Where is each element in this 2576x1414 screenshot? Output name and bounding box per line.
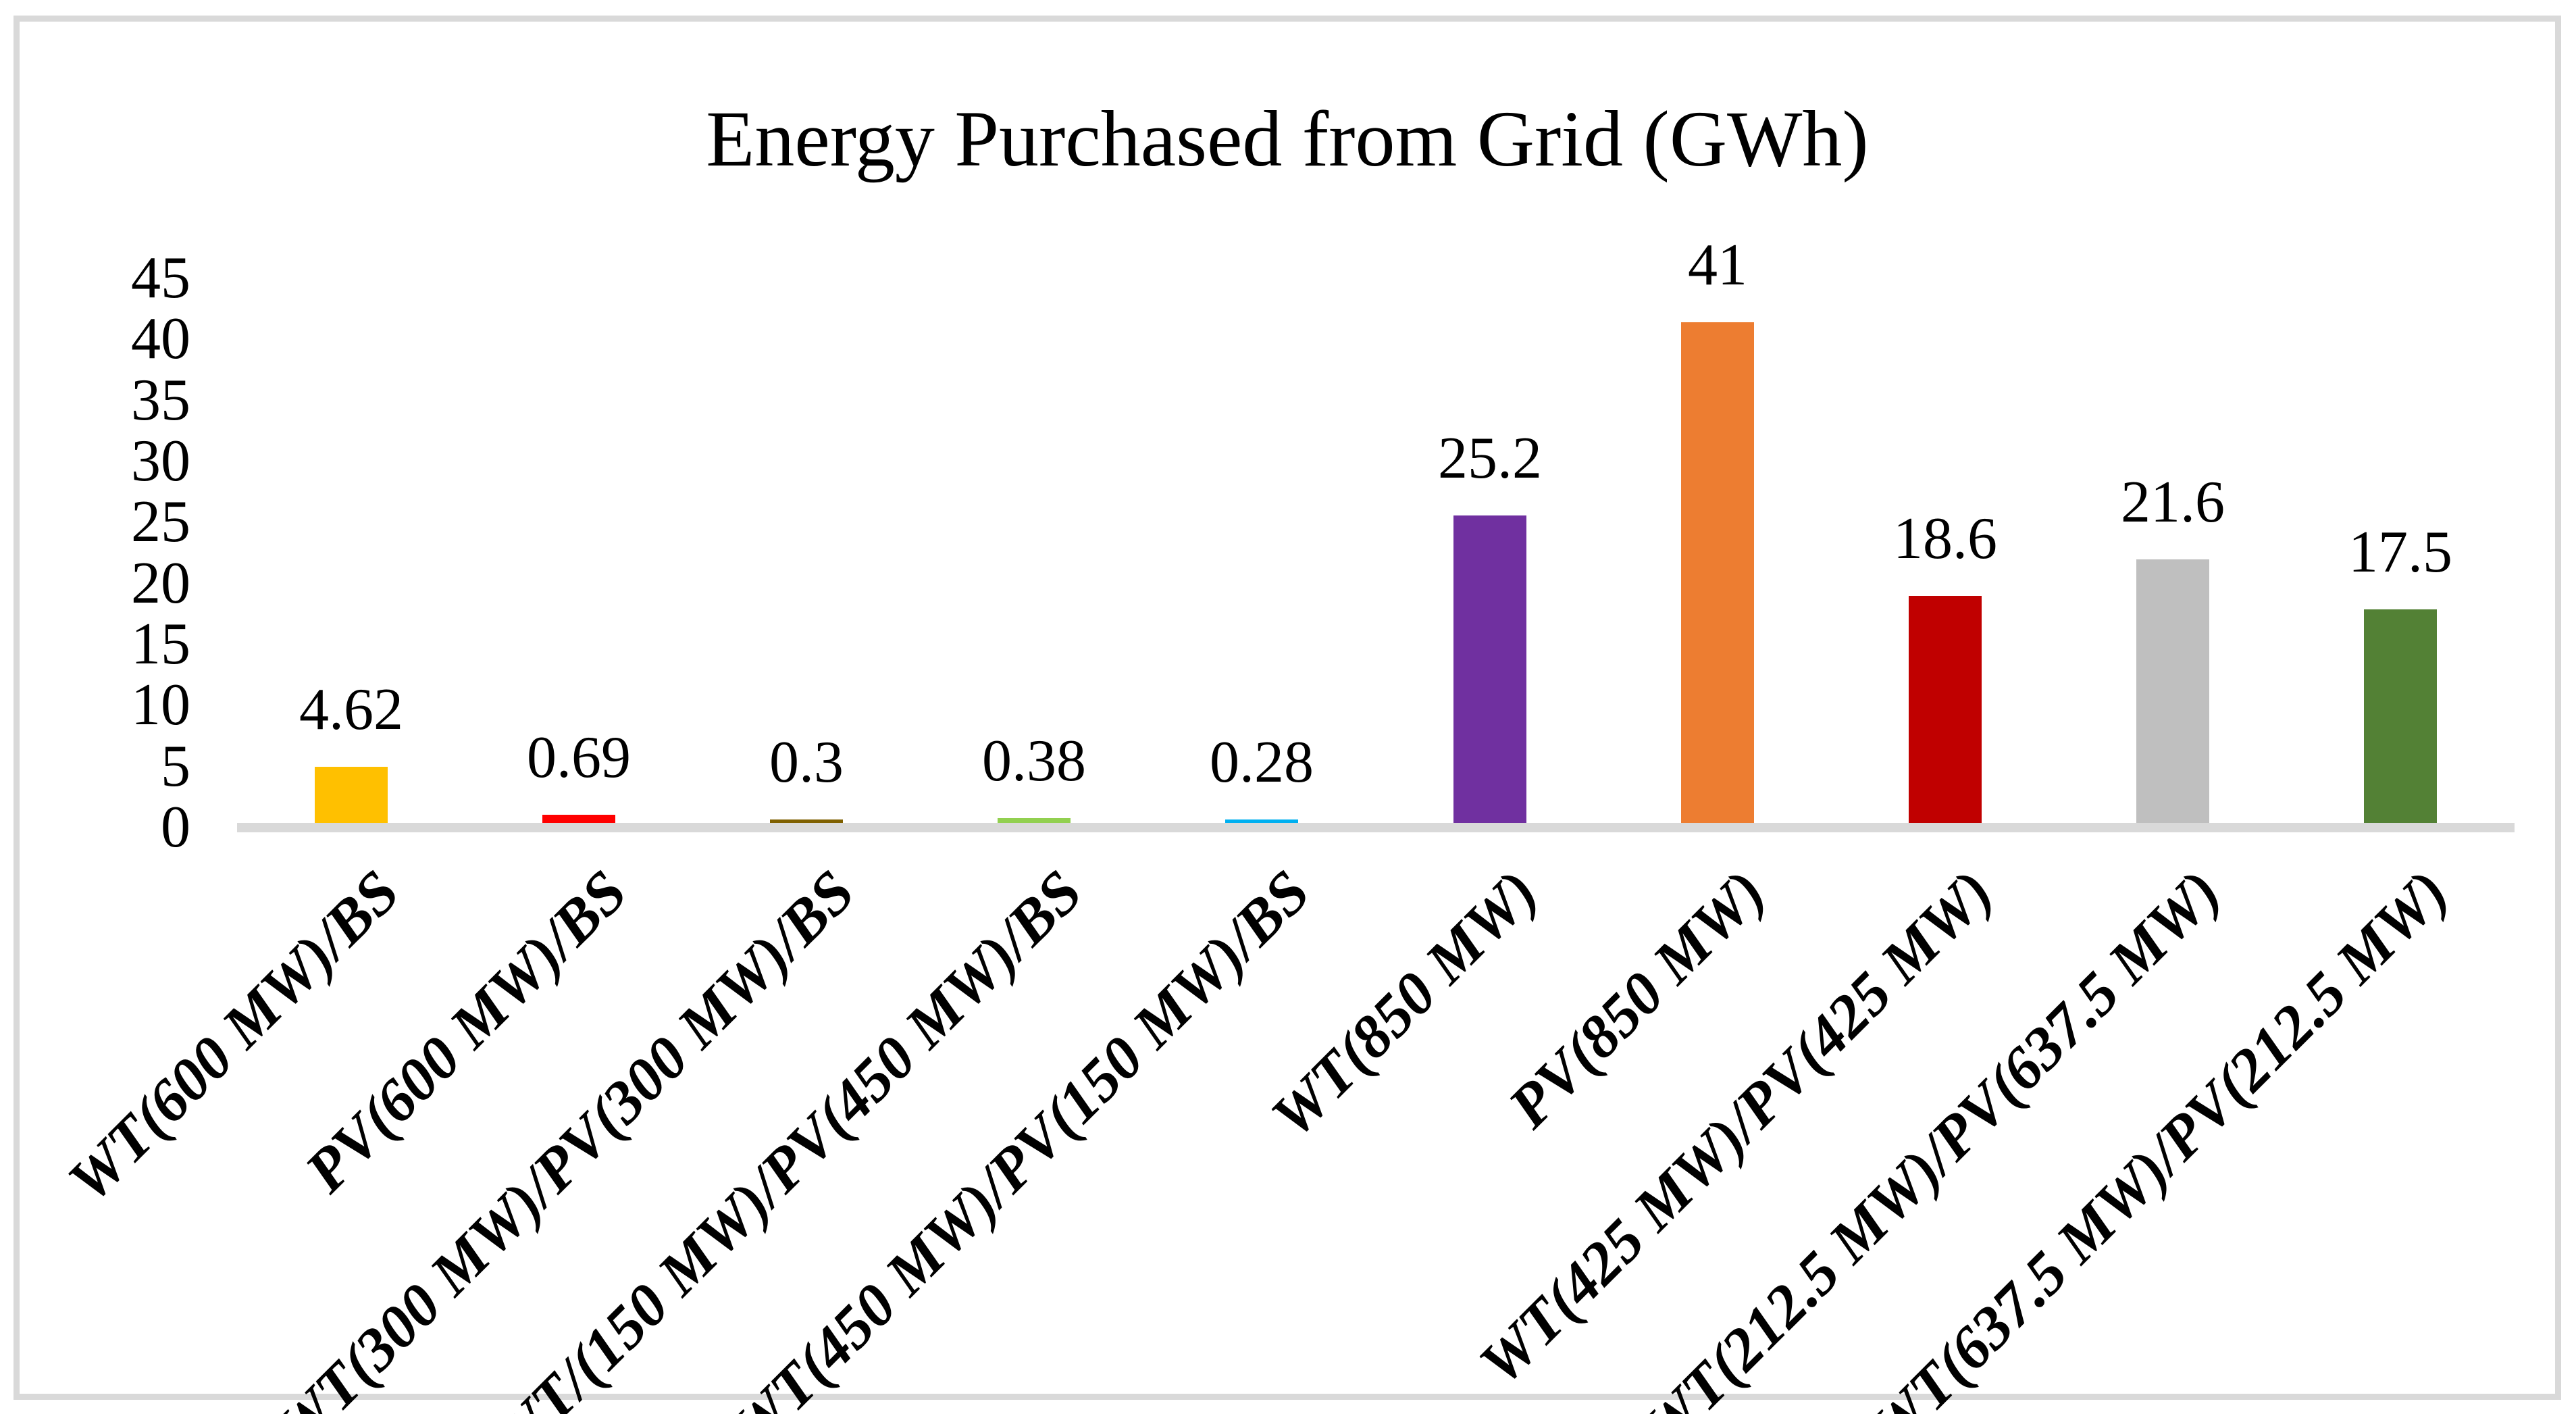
y-axis-tick: 15 [131, 611, 190, 677]
bar [2364, 609, 2437, 823]
bar [542, 815, 615, 823]
bar-value-label: 41 [1688, 232, 1747, 298]
x-axis-line [237, 823, 2515, 832]
bar-value-label: 21.6 [2121, 470, 2225, 535]
bar [770, 819, 843, 823]
bar [1681, 322, 1754, 823]
chart-frame: Energy Purchased from Grid (GWh) 0 5 10 15 2… [14, 16, 2561, 1414]
bar [998, 818, 1071, 823]
bar [1909, 596, 1982, 823]
chart-title: Energy Purchased from Grid (GWh) [706, 95, 1869, 183]
y-axis-tick: 35 [131, 367, 190, 433]
bar [2136, 559, 2209, 823]
bar-value-label: 17.5 [2348, 520, 2452, 585]
y-axis-tick: 20 [131, 550, 190, 616]
y-axis-tick: 5 [161, 733, 190, 799]
bar-value-label: 0.28 [1210, 730, 1314, 795]
bar-value-label: 25.2 [1438, 426, 1542, 491]
bar-value-label: 0.3 [769, 730, 844, 795]
bar-value-label: 18.6 [1893, 506, 1997, 572]
bar-value-label: 4.62 [299, 677, 403, 742]
bar-value-label: 0.69 [527, 725, 631, 790]
y-axis-tick: 0 [161, 794, 190, 860]
bar-value-label: 0.38 [982, 728, 1086, 794]
bar [315, 767, 388, 823]
y-axis-tick: 40 [131, 306, 190, 372]
bar [1225, 819, 1298, 823]
y-axis-tick: 30 [131, 428, 190, 494]
y-axis-tick: 10 [131, 672, 190, 738]
y-axis-tick: 25 [131, 489, 190, 555]
bar [1453, 515, 1526, 823]
y-axis-tick: 45 [131, 245, 190, 311]
